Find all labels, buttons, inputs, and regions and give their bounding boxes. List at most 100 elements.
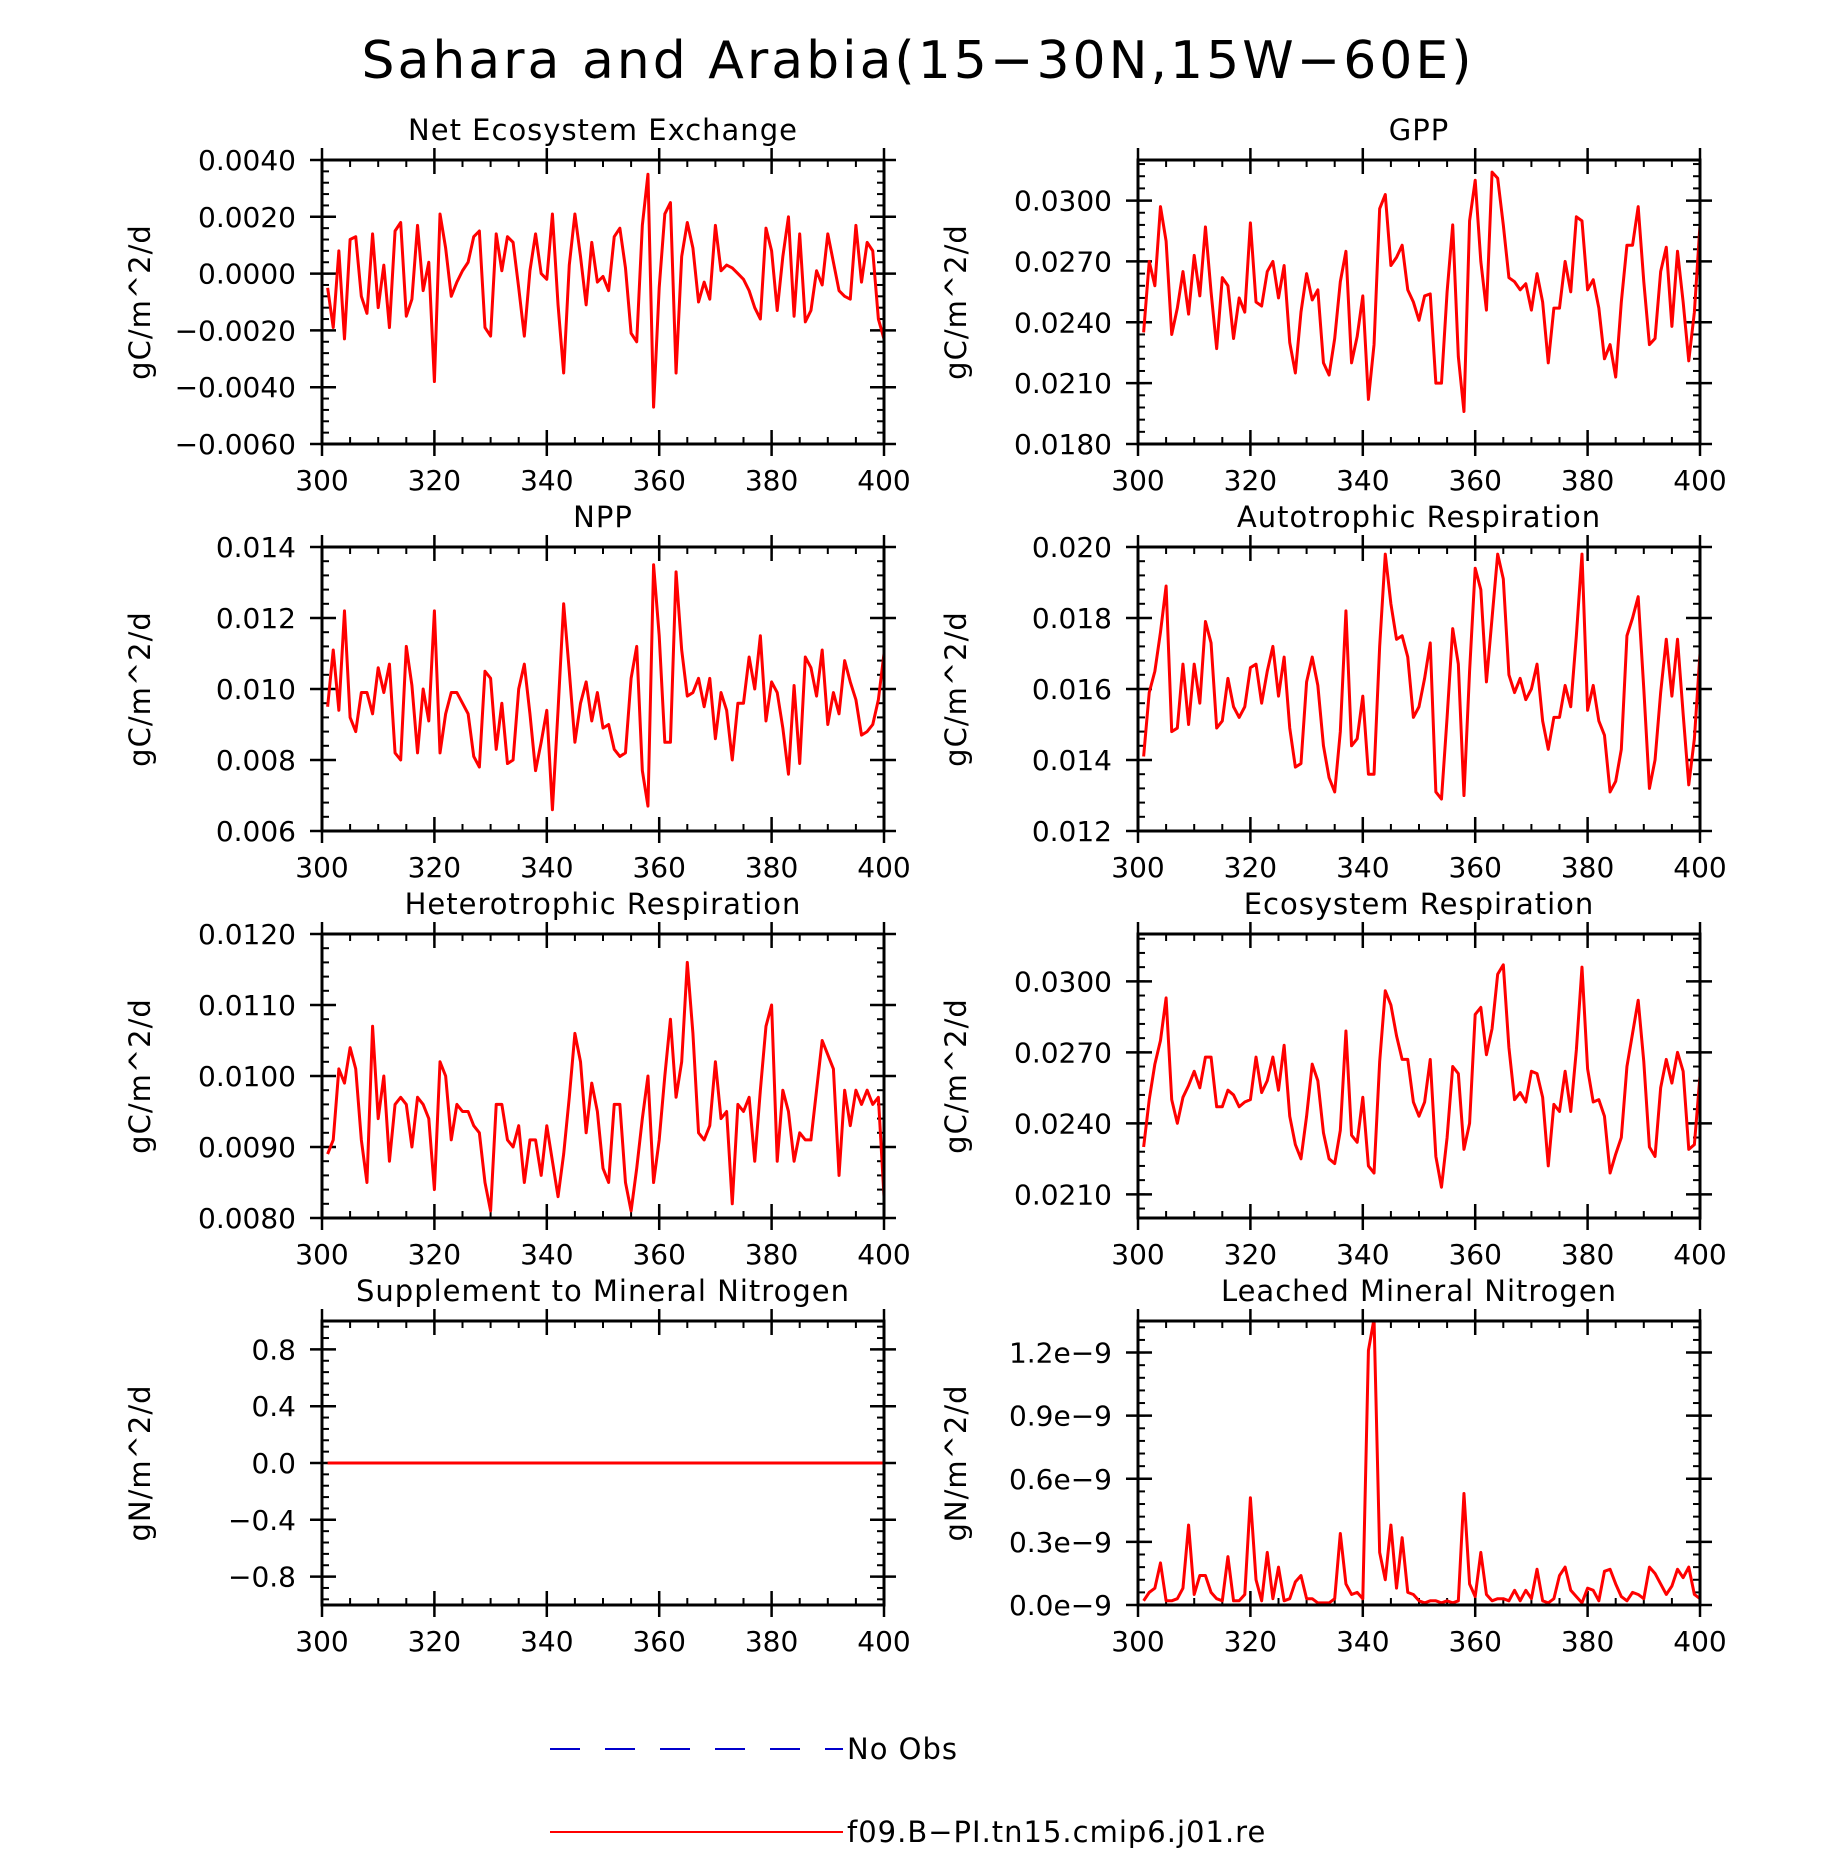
- y-tick-label: 0.0080: [198, 1202, 296, 1235]
- x-tick-label: 340: [520, 464, 573, 497]
- panel-title: Net Ecosystem Exchange: [408, 113, 798, 147]
- panel-title: Autotrophic Respiration: [1237, 500, 1601, 534]
- series-line: [1142, 170, 1700, 414]
- x-tick-label: 320: [1224, 851, 1277, 884]
- plot-frame: [1136, 158, 1702, 446]
- x-tick-label: 340: [1336, 1625, 1389, 1658]
- y-tick-label: 0.0210: [1014, 367, 1112, 400]
- x-tick-label: 300: [295, 1625, 348, 1658]
- x-tick-label: 380: [1561, 464, 1614, 497]
- x-tick-label: 300: [295, 464, 348, 497]
- x-tick-label: 360: [1448, 1238, 1501, 1271]
- x-tick-label: 360: [632, 851, 685, 884]
- series-line: [326, 172, 884, 409]
- x-tick-label: 380: [745, 1625, 798, 1658]
- plot-frame: [1136, 1319, 1702, 1607]
- y-tick-label: 1.2e−9: [1009, 1337, 1112, 1370]
- y-axis-label: gC/m^2/d: [939, 611, 973, 767]
- y-tick-label: 0.0270: [1014, 245, 1112, 278]
- y-tick-label: 0.0090: [198, 1131, 296, 1164]
- y-axis-label: gC/m^2/d: [939, 224, 973, 380]
- x-tick-label: 400: [857, 1238, 910, 1271]
- x-tick-label: 300: [295, 1238, 348, 1271]
- x-tick-label: 380: [1561, 851, 1614, 884]
- x-tick-label: 320: [1224, 1238, 1277, 1271]
- x-tick-label: 380: [745, 1238, 798, 1271]
- y-axis-label: gN/m^2/d: [939, 1384, 973, 1541]
- y-tick-label: 0.012: [1032, 815, 1112, 848]
- y-tick-label: 0.6e−9: [1009, 1463, 1112, 1496]
- y-tick-label: 0.014: [1032, 744, 1112, 777]
- y-axis-label: gN/m^2/d: [123, 1384, 157, 1541]
- panel-autotrophic-respiration: Autotrophic Respiration gC/m^2/d 300 320 340…: [939, 500, 1727, 884]
- y-tick-label: −0.0020: [175, 314, 296, 347]
- y-tick-label: 0.0110: [198, 989, 296, 1022]
- figure-title: Sahara and Arabia(15−30N,15W−60E): [361, 31, 1474, 91]
- y-tick-label: 0.018: [1032, 602, 1112, 635]
- panel-title: GPP: [1389, 113, 1449, 147]
- panel-leached-mineral-nitrogen: Leached Mineral Nitrogen gN/m^2/d 300 320 34…: [939, 1274, 1727, 1658]
- chart-panels: Net Ecosystem Exchange gC/m^2/d 300 320 340 3…: [123, 113, 1727, 1658]
- series-line: [326, 563, 884, 812]
- x-tick-label: 300: [1111, 1625, 1164, 1658]
- x-tick-label: 360: [1448, 851, 1501, 884]
- legend-no-obs-label: No Obs: [847, 1732, 958, 1766]
- legend: No Obs f09.B−PI.tn15.cmip6.j01.re: [550, 1732, 1265, 1849]
- panel-title: Ecosystem Respiration: [1244, 887, 1595, 921]
- y-tick-label: −0.0060: [175, 428, 296, 461]
- y-tick-label: 0.0180: [1014, 428, 1112, 461]
- x-tick-label: 320: [408, 1625, 461, 1658]
- panel-supplement-to-mineral-nitrogen: Supplement to Mineral Nitrogen gN/m^2/d 30…: [123, 1274, 911, 1658]
- x-tick-label: 320: [408, 464, 461, 497]
- x-tick-label: 340: [520, 851, 573, 884]
- x-tick-label: 340: [520, 1625, 573, 1658]
- x-tick-label: 400: [1673, 464, 1726, 497]
- panel-title: NPP: [573, 500, 633, 534]
- x-tick-label: 380: [745, 851, 798, 884]
- y-tick-label: 0.8: [251, 1333, 296, 1366]
- panel-ecosystem-respiration: Ecosystem Respiration gC/m^2/d 300 320 340 36…: [939, 887, 1727, 1271]
- x-tick-label: 340: [1336, 1238, 1389, 1271]
- x-tick-label: 400: [1673, 851, 1726, 884]
- plot-frame: [320, 932, 886, 1220]
- x-tick-label: 340: [520, 1238, 573, 1271]
- x-tick-label: 360: [632, 1238, 685, 1271]
- y-tick-label: 0.0040: [198, 144, 296, 177]
- y-tick-label: 0.0000: [198, 258, 296, 291]
- panel-heterotrophic-respiration: Heterotrophic Respiration gC/m^2/d 300 320 3…: [123, 887, 911, 1271]
- x-tick-label: 400: [857, 1625, 910, 1658]
- x-tick-label: 320: [1224, 464, 1277, 497]
- x-tick-label: 360: [632, 1625, 685, 1658]
- panel-title: Heterotrophic Respiration: [405, 887, 802, 921]
- x-tick-label: 360: [632, 464, 685, 497]
- x-tick-label: 320: [408, 851, 461, 884]
- y-tick-label: −0.8: [228, 1561, 296, 1594]
- y-tick-label: 0.0300: [1014, 965, 1112, 998]
- x-tick-label: 300: [295, 851, 348, 884]
- y-tick-label: 0.020: [1032, 531, 1112, 564]
- y-tick-label: 0.0100: [198, 1060, 296, 1093]
- panel-gpp: GPP gC/m^2/d 300 320 340 360 380 400 0.0180 0.021…: [939, 113, 1727, 497]
- y-axis-label: gC/m^2/d: [123, 611, 157, 767]
- x-tick-label: 380: [1561, 1625, 1614, 1658]
- plot-frame: [1136, 545, 1702, 833]
- y-tick-label: 0.008: [216, 744, 296, 777]
- y-tick-label: 0.0270: [1014, 1036, 1112, 1069]
- plot-frame: [320, 545, 886, 833]
- x-tick-label: 380: [745, 464, 798, 497]
- y-tick-label: 0.010: [216, 673, 296, 706]
- y-tick-label: 0.006: [216, 815, 296, 848]
- y-tick-label: 0.0210: [1014, 1178, 1112, 1211]
- plot-frame: [320, 1319, 886, 1607]
- y-tick-label: 0.0300: [1014, 185, 1112, 218]
- y-tick-label: 0.014: [216, 531, 296, 564]
- panel-net-ecosystem-exchange: Net Ecosystem Exchange gC/m^2/d 300 320 340 3…: [123, 113, 911, 497]
- series-line: [1142, 1321, 1700, 1605]
- x-tick-label: 320: [1224, 1625, 1277, 1658]
- x-tick-label: 300: [1111, 1238, 1164, 1271]
- y-axis-label: gC/m^2/d: [939, 998, 973, 1154]
- y-tick-label: 0.0240: [1014, 1107, 1112, 1140]
- y-tick-label: 0.016: [1032, 673, 1112, 706]
- y-tick-label: 0.3e−9: [1009, 1526, 1112, 1559]
